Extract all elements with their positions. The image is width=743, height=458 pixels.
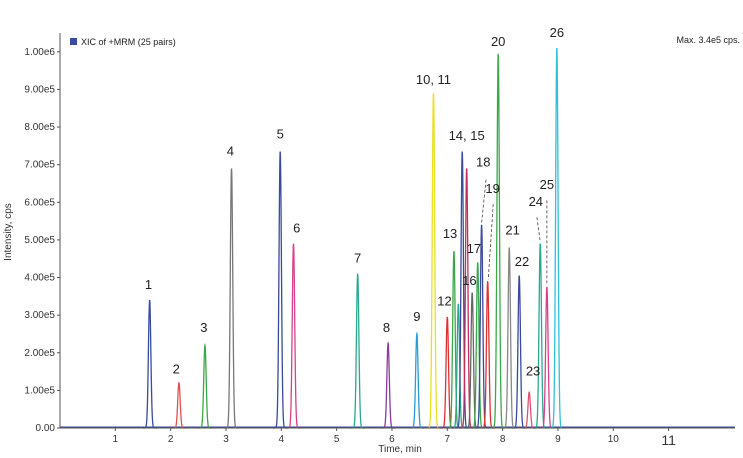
peak-22: [511, 275, 527, 429]
peak-4: [224, 168, 239, 429]
peak-6: [286, 243, 301, 429]
peak-2: [171, 381, 187, 429]
peak-label: 9: [413, 309, 420, 324]
peak-label: 5: [277, 126, 284, 141]
x-tick-label: 3: [223, 434, 229, 445]
y-axis-title: Intensity, cps: [3, 203, 14, 261]
peak-label: 2: [173, 361, 180, 376]
peak-label: 25: [540, 177, 554, 192]
peak-label: 12: [437, 294, 451, 309]
x-axis-ticks: 1 2 3 4 5 6 7 8 9 10 11: [113, 428, 676, 448]
leader-line-2: [487, 204, 494, 280]
x-tick-label: 5: [334, 434, 340, 445]
peak-20: [490, 53, 506, 429]
peak-label: 17: [467, 241, 481, 256]
peak-label: 8: [383, 320, 390, 335]
peak-26: [549, 48, 565, 429]
y-tick-label: 3.00e5: [24, 310, 55, 321]
peak-label: 16: [462, 273, 476, 288]
y-tick-label: 0.00: [36, 423, 56, 434]
peak-9: [409, 331, 425, 429]
peak-label: 26: [550, 25, 564, 40]
legend-swatch: [70, 38, 77, 45]
leader-line-1: [481, 179, 487, 224]
y-tick-label: 7.00e5: [24, 160, 55, 171]
x-tick-label: 4: [279, 434, 285, 445]
leader-lines: [481, 179, 548, 286]
y-tick-label: 1.00e6: [24, 47, 55, 58]
x-axis-title: Time, min: [378, 444, 422, 455]
peak-10: [426, 93, 441, 429]
x-tick-label: 8: [500, 434, 506, 445]
y-tick-label: 2.00e5: [24, 348, 55, 359]
x-tick-label: 9: [555, 434, 561, 445]
x-tick-label: 6: [389, 434, 395, 445]
y-tick-label: 1.00e5: [24, 385, 55, 396]
peak-label: 23: [526, 363, 540, 378]
peak-label: 22: [515, 254, 529, 269]
x-tick-label: 11: [661, 432, 676, 448]
legend-text: XIC of +MRM (25 pairs): [81, 37, 176, 47]
y-tick-label: 6.00e5: [24, 197, 55, 208]
y-tick-label: 4.00e5: [24, 273, 55, 284]
peak-label: 20: [491, 34, 505, 49]
peak-23: [521, 391, 537, 429]
x-tick-label: 10: [608, 434, 620, 445]
peak-5: [272, 151, 288, 429]
peak-label: 14, 15: [449, 128, 485, 143]
peak-label: 13: [443, 226, 457, 241]
peak-8: [380, 341, 396, 429]
peak-1: [142, 299, 157, 429]
peak-label: 10, 11: [416, 72, 451, 87]
peak-label: 7: [354, 250, 361, 265]
y-tick-label: 8.00e5: [24, 122, 55, 133]
peak-label: 21: [505, 222, 519, 237]
peak-7: [350, 273, 365, 429]
peak-21: [501, 247, 517, 429]
peak-label: 18: [476, 155, 490, 170]
x-tick-label: 7: [445, 434, 451, 445]
x-tick-label: 2: [168, 434, 174, 445]
y-tick-label: 5.00e5: [24, 235, 55, 246]
peak-label: 3: [200, 320, 207, 335]
x-tick-label: 1: [113, 434, 119, 445]
y-tick-label: 9.00e5: [24, 84, 55, 95]
peak-label: 4: [227, 143, 234, 158]
peak-label: 24: [529, 194, 543, 209]
leader-line-3: [536, 217, 541, 242]
peak-label: 1: [145, 277, 152, 292]
peaks-layer: [60, 48, 735, 429]
max-intensity-text: Max. 3.4e5 cps.: [676, 35, 740, 45]
y-axis-ticks: 0.00 1.00e5 2.00e5 3.00e5 4.00e5 5.00e5 6.00e5…: [24, 47, 60, 434]
peak-label: 6: [293, 220, 300, 235]
peak-3: [197, 342, 213, 429]
peak-label: 19: [485, 181, 499, 196]
